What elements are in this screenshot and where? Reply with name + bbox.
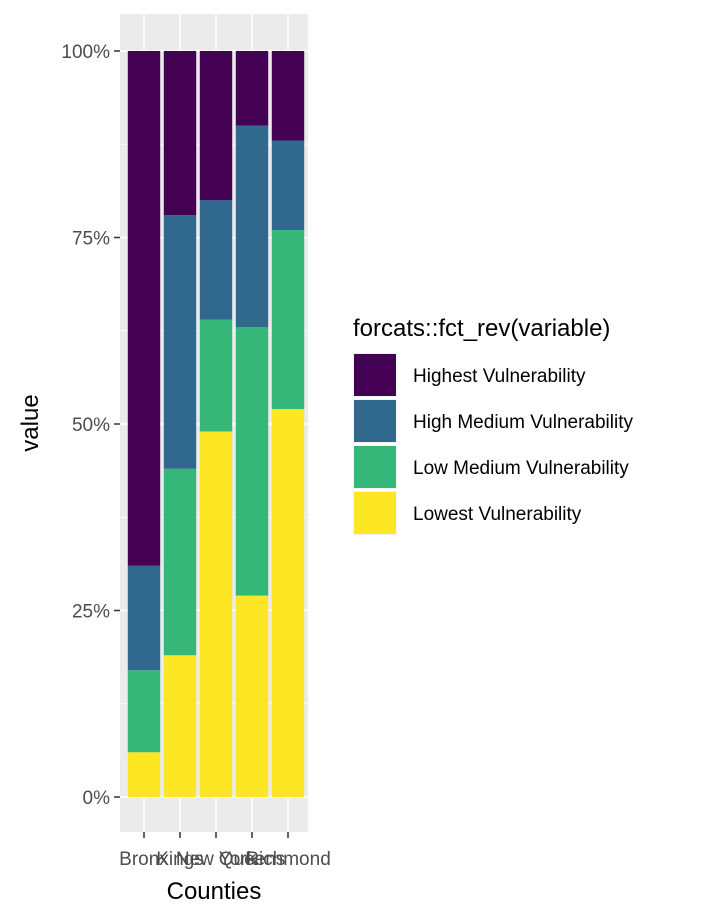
bar-segment-queens-lowest-vulnerability [235,595,269,797]
bar-segment-bronx-highest-vulnerability [127,51,161,566]
bar-segment-bronx-high-medium-vulnerability [127,565,161,671]
legend-swatch-highest-vulnerability [354,354,396,396]
bar-segment-new-york-low-medium-vulnerability [199,319,233,432]
y-axis: 0% 25% 50% 75% 100% [61,42,120,809]
legend-title: forcats::fct_rev(variable) [353,315,610,342]
x-tick-label: Kings [156,849,204,870]
bar-segment-kings-high-medium-vulnerability [163,215,197,469]
legend-label-highest-vulnerability: Highest Vulnerability [413,366,586,387]
y-tick-label: 50% [72,415,110,436]
x-tick-label: Bronx [119,849,169,870]
bar-segment-richmond-high-medium-vulnerability [271,140,305,231]
y-axis-title: value [17,394,44,451]
y-tick-label: 0% [83,788,111,809]
bar-segment-kings-low-medium-vulnerability [163,468,197,656]
bar-segment-richmond-highest-vulnerability [271,51,305,141]
x-tick-label: Richmond [245,849,331,870]
bar-segment-queens-highest-vulnerability [235,51,269,126]
bar-segment-queens-high-medium-vulnerability [235,125,269,328]
bar-segment-kings-highest-vulnerability [163,51,197,216]
y-tick-label: 75% [72,229,110,250]
legend-label-lowest-vulnerability: Lowest Vulnerability [413,504,582,525]
bar-segment-kings-lowest-vulnerability [163,655,197,797]
bar-segment-bronx-lowest-vulnerability [127,752,161,797]
y-tick-label: 25% [72,602,110,623]
x-axis-title: Counties [167,878,262,905]
bar-segment-new-york-high-medium-vulnerability [199,200,233,320]
legend-label-high-medium-vulnerability: High Medium Vulnerability [413,412,634,433]
legend-swatch-lowest-vulnerability [354,492,396,534]
legend-swatch-low-medium-vulnerability [354,446,396,488]
x-tick-label: New York [176,849,257,870]
bar-segment-bronx-low-medium-vulnerability [127,670,161,753]
bar-segment-queens-low-medium-vulnerability [235,327,269,596]
legend-swatch-high-medium-vulnerability [354,400,396,442]
y-tick-label: 100% [61,42,110,63]
legend-label-low-medium-vulnerability: Low Medium Vulnerability [413,458,629,479]
x-tick-label: Queens [219,849,286,870]
bar-segment-new-york-highest-vulnerability [199,51,233,201]
legend: forcats::fct_rev(variable) Highest Vulne… [353,315,634,535]
bar-segment-richmond-low-medium-vulnerability [271,230,305,410]
bar-segment-richmond-lowest-vulnerability [271,409,305,797]
bar-segment-new-york-lowest-vulnerability [199,431,233,797]
bar-stacks [127,51,305,797]
